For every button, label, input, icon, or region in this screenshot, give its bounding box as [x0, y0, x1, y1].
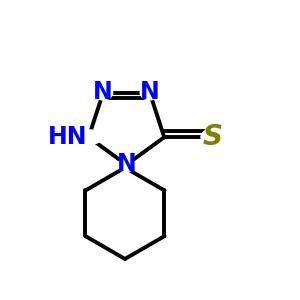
Text: S: S — [203, 123, 223, 151]
Text: N: N — [93, 80, 113, 103]
Ellipse shape — [94, 86, 112, 100]
Text: N: N — [140, 80, 160, 103]
Text: N: N — [117, 152, 136, 176]
Ellipse shape — [75, 130, 102, 145]
Text: HN: HN — [48, 125, 87, 149]
Ellipse shape — [201, 129, 222, 146]
Ellipse shape — [140, 86, 159, 100]
Ellipse shape — [118, 158, 134, 172]
